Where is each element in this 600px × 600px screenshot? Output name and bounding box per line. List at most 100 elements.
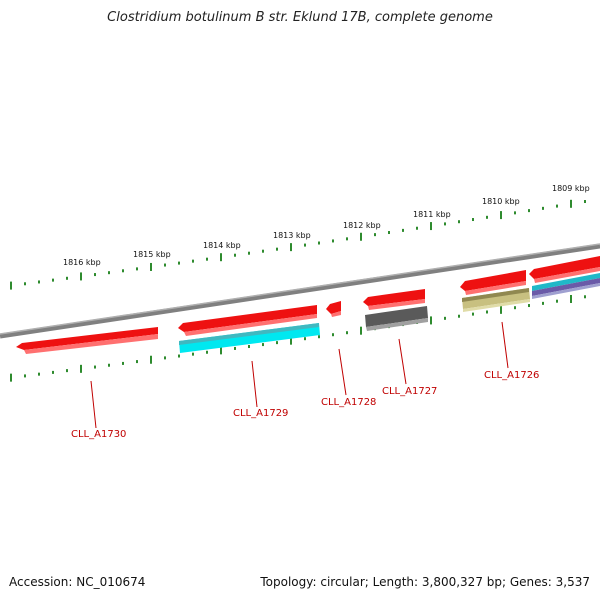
gene-cll-a1726-strand1 [460,270,526,295]
outer-minor-tick [402,228,404,232]
outer-major-tick [80,272,82,281]
gene-block-olive [462,288,530,312]
kbp-label-1816: 1816 kbp [63,258,101,267]
outer-minor-tick [248,251,250,255]
outer-minor-tick [332,239,334,243]
kbp-label-1813: 1813 kbp [273,231,311,240]
outer-minor-tick [458,220,460,224]
outer-major-tick [290,243,292,252]
inner-major-tick [80,364,82,373]
outer-major-tick [220,253,222,262]
outer-minor-tick [276,247,278,251]
leader-cll-a1730 [90,380,97,429]
outer-minor-tick [346,237,348,241]
inner-minor-tick [528,304,530,308]
outer-minor-tick [52,278,54,282]
outer-minor-tick [262,249,264,253]
gene-cll-a1730 [16,327,158,354]
outer-minor-tick [556,204,558,208]
outer-major-tick [10,281,12,290]
leader-cll-a1727 [398,338,407,385]
inner-minor-tick [542,301,544,305]
kbp-label-1812: 1812 kbp [343,221,381,230]
gene-block-stack-right [532,273,600,299]
outer-minor-tick [444,222,446,226]
gene-cll-a1727-strand1 [363,289,425,310]
outer-major-tick [430,222,432,231]
outer-major-tick [500,211,502,220]
genome-backbone-highlight [0,243,600,335]
map-title: Clostridium botulinum B str. Eklund 17B,… [107,10,493,25]
gene-label-cll-a1729: CLL_A1729 [233,408,288,419]
inner-tick-row [10,294,586,382]
inner-major-tick [290,336,292,345]
inner-minor-tick [262,343,264,347]
gene-label-cll-a1727: CLL_A1727 [382,386,437,397]
gene-block-cyan [179,323,320,353]
inner-minor-tick [304,337,306,341]
leader-cll-a1729 [251,360,258,408]
kbp-label-1810: 1810 kbp [482,197,520,206]
inner-major-tick [500,305,502,314]
inner-minor-tick [38,372,40,376]
inner-minor-tick [122,361,124,365]
genome-backbone [0,243,600,339]
inner-minor-tick [164,356,166,360]
gene-label-cll-a1726: CLL_A1726 [484,370,539,381]
outer-minor-tick [528,209,530,213]
outer-minor-tick [108,271,110,275]
inner-minor-tick [234,346,236,350]
inner-major-tick [150,355,152,364]
inner-minor-tick [556,299,558,303]
outer-minor-tick [374,233,376,237]
outer-minor-tick [206,257,208,261]
gene-label-cll-a1730: CLL_A1730 [71,429,126,440]
inner-minor-tick [318,335,320,339]
outer-minor-tick [136,267,138,271]
gene-label-cll-a1728: CLL_A1728 [321,397,376,408]
inner-minor-tick [472,312,474,316]
inner-minor-tick [52,370,54,374]
inner-minor-tick [94,365,96,369]
inner-minor-tick [346,331,348,335]
inner-minor-tick [24,374,26,378]
inner-minor-tick [584,295,586,299]
outer-minor-tick [24,282,26,286]
gene-cll-a1729-strand1 [178,305,317,336]
outer-minor-tick [416,226,418,230]
kbp-label-1809: 1809 kbp [552,184,590,193]
inner-major-tick [430,316,432,325]
outer-minor-tick [388,231,390,235]
outer-minor-tick [472,218,474,222]
outer-minor-tick [192,259,194,263]
inner-major-tick [10,373,12,382]
outer-minor-tick [178,261,180,265]
outer-minor-tick [164,263,166,267]
outer-major-tick [360,232,362,241]
topology-text: Topology: circular; Length: 3,800,327 bp… [260,575,590,589]
inner-minor-tick [136,360,138,364]
inner-minor-tick [66,369,68,373]
outer-minor-tick [304,243,306,247]
accession-text: Accession: NC_010674 [9,575,146,589]
outer-minor-tick [38,280,40,284]
kbp-label-1811: 1811 kbp [413,210,451,219]
outer-minor-tick [122,269,124,273]
outer-tick-row [10,199,586,290]
kbp-label-1815: 1815 kbp [133,250,171,259]
outer-minor-tick [234,253,236,257]
inner-minor-tick [514,306,516,310]
outer-minor-tick [514,211,516,215]
gene-next-strand1 [529,256,600,283]
inner-minor-tick [276,341,278,345]
inner-minor-tick [486,310,488,314]
outer-major-tick [570,199,572,208]
inner-minor-tick [444,316,446,320]
outer-minor-tick [486,215,488,219]
inner-major-tick [570,294,572,303]
leader-cll-a1726 [501,321,509,369]
outer-minor-tick [94,273,96,277]
inner-minor-tick [248,345,250,349]
leader-cll-a1728 [338,348,347,396]
